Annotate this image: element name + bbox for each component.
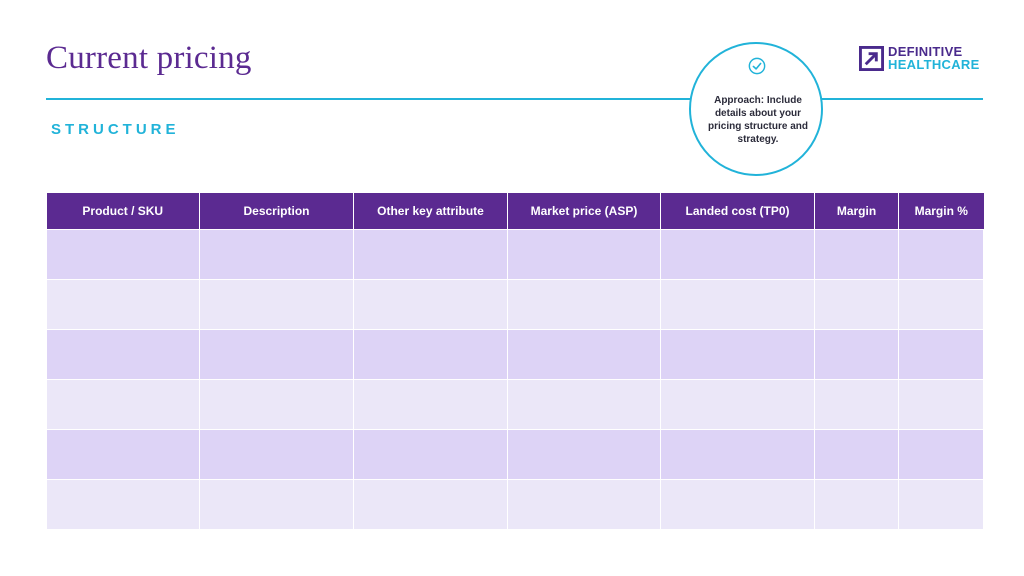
- table-cell[interactable]: [353, 229, 508, 280]
- table-cell[interactable]: [46, 279, 200, 330]
- table-cell[interactable]: [199, 329, 354, 380]
- table-cell[interactable]: [660, 329, 815, 380]
- column-header-margin: Margin: [814, 193, 899, 230]
- table-cell[interactable]: [353, 329, 508, 380]
- table-row: [46, 429, 984, 480]
- section-subtitle: STRUCTURE: [51, 121, 180, 138]
- table-cell[interactable]: [898, 429, 984, 480]
- title-divider: [46, 98, 983, 100]
- table-cell[interactable]: [814, 229, 899, 280]
- table-cell[interactable]: [898, 229, 984, 280]
- table-cell[interactable]: [814, 429, 899, 480]
- table-row: [46, 279, 984, 330]
- column-header-market-price: Market price (ASP): [507, 193, 661, 230]
- table-cell[interactable]: [199, 429, 354, 480]
- table-row: [46, 379, 984, 430]
- pricing-table: Product / SKU Description Other key attr…: [46, 193, 984, 530]
- table-cell[interactable]: [507, 429, 661, 480]
- table-cell[interactable]: [898, 479, 984, 530]
- table-cell[interactable]: [353, 429, 508, 480]
- callout-text: Approach: Include details about your pri…: [707, 95, 808, 145]
- logo-line-1: DEFINITIVE: [888, 44, 963, 59]
- table-cell[interactable]: [660, 429, 815, 480]
- table-cell[interactable]: [46, 229, 200, 280]
- table-cell[interactable]: [199, 279, 354, 330]
- table-row: [46, 229, 984, 280]
- page-title: Current pricing: [46, 40, 252, 76]
- table-row: [46, 329, 984, 380]
- table-cell[interactable]: [199, 479, 354, 530]
- logo-mark-icon: [859, 45, 884, 71]
- table-cell[interactable]: [46, 379, 200, 430]
- table-cell[interactable]: [660, 279, 815, 330]
- table-row: [46, 479, 984, 530]
- table-cell[interactable]: [507, 279, 661, 330]
- column-header-description: Description: [199, 193, 354, 230]
- table-cell[interactable]: [814, 379, 899, 430]
- logo-line-2: HEALTHCARE: [888, 57, 980, 72]
- table-cell[interactable]: [353, 479, 508, 530]
- table-cell[interactable]: [46, 329, 200, 380]
- definitive-healthcare-logo: DEFINITIVE HEALTHCARE: [859, 44, 980, 72]
- approach-callout: Approach: Include details about your pri…: [689, 42, 823, 176]
- table-cell[interactable]: [507, 379, 661, 430]
- table-cell[interactable]: [898, 329, 984, 380]
- table-cell[interactable]: [660, 379, 815, 430]
- table-cell[interactable]: [814, 479, 899, 530]
- table-cell[interactable]: [199, 379, 354, 430]
- table-cell[interactable]: [507, 479, 661, 530]
- column-header-margin-percent: Margin %: [898, 193, 984, 230]
- table-cell[interactable]: [46, 429, 200, 480]
- table-cell[interactable]: [660, 229, 815, 280]
- table-cell[interactable]: [353, 279, 508, 330]
- table-cell[interactable]: [660, 479, 815, 530]
- table-cell[interactable]: [199, 229, 354, 280]
- table-cell[interactable]: [814, 279, 899, 330]
- column-header-other-key-attribute: Other key attribute: [353, 193, 508, 230]
- column-header-landed-cost: Landed cost (TP0): [660, 193, 815, 230]
- table-body: [46, 229, 984, 530]
- check-circle-icon: [748, 57, 766, 75]
- table-cell[interactable]: [898, 379, 984, 430]
- table-cell[interactable]: [353, 379, 508, 430]
- table-cell[interactable]: [507, 229, 661, 280]
- table-cell[interactable]: [46, 479, 200, 530]
- table-header-row: Product / SKU Description Other key attr…: [46, 193, 984, 230]
- table-cell[interactable]: [507, 329, 661, 380]
- table-cell[interactable]: [814, 329, 899, 380]
- table-cell[interactable]: [898, 279, 984, 330]
- column-header-product-sku: Product / SKU: [46, 193, 200, 230]
